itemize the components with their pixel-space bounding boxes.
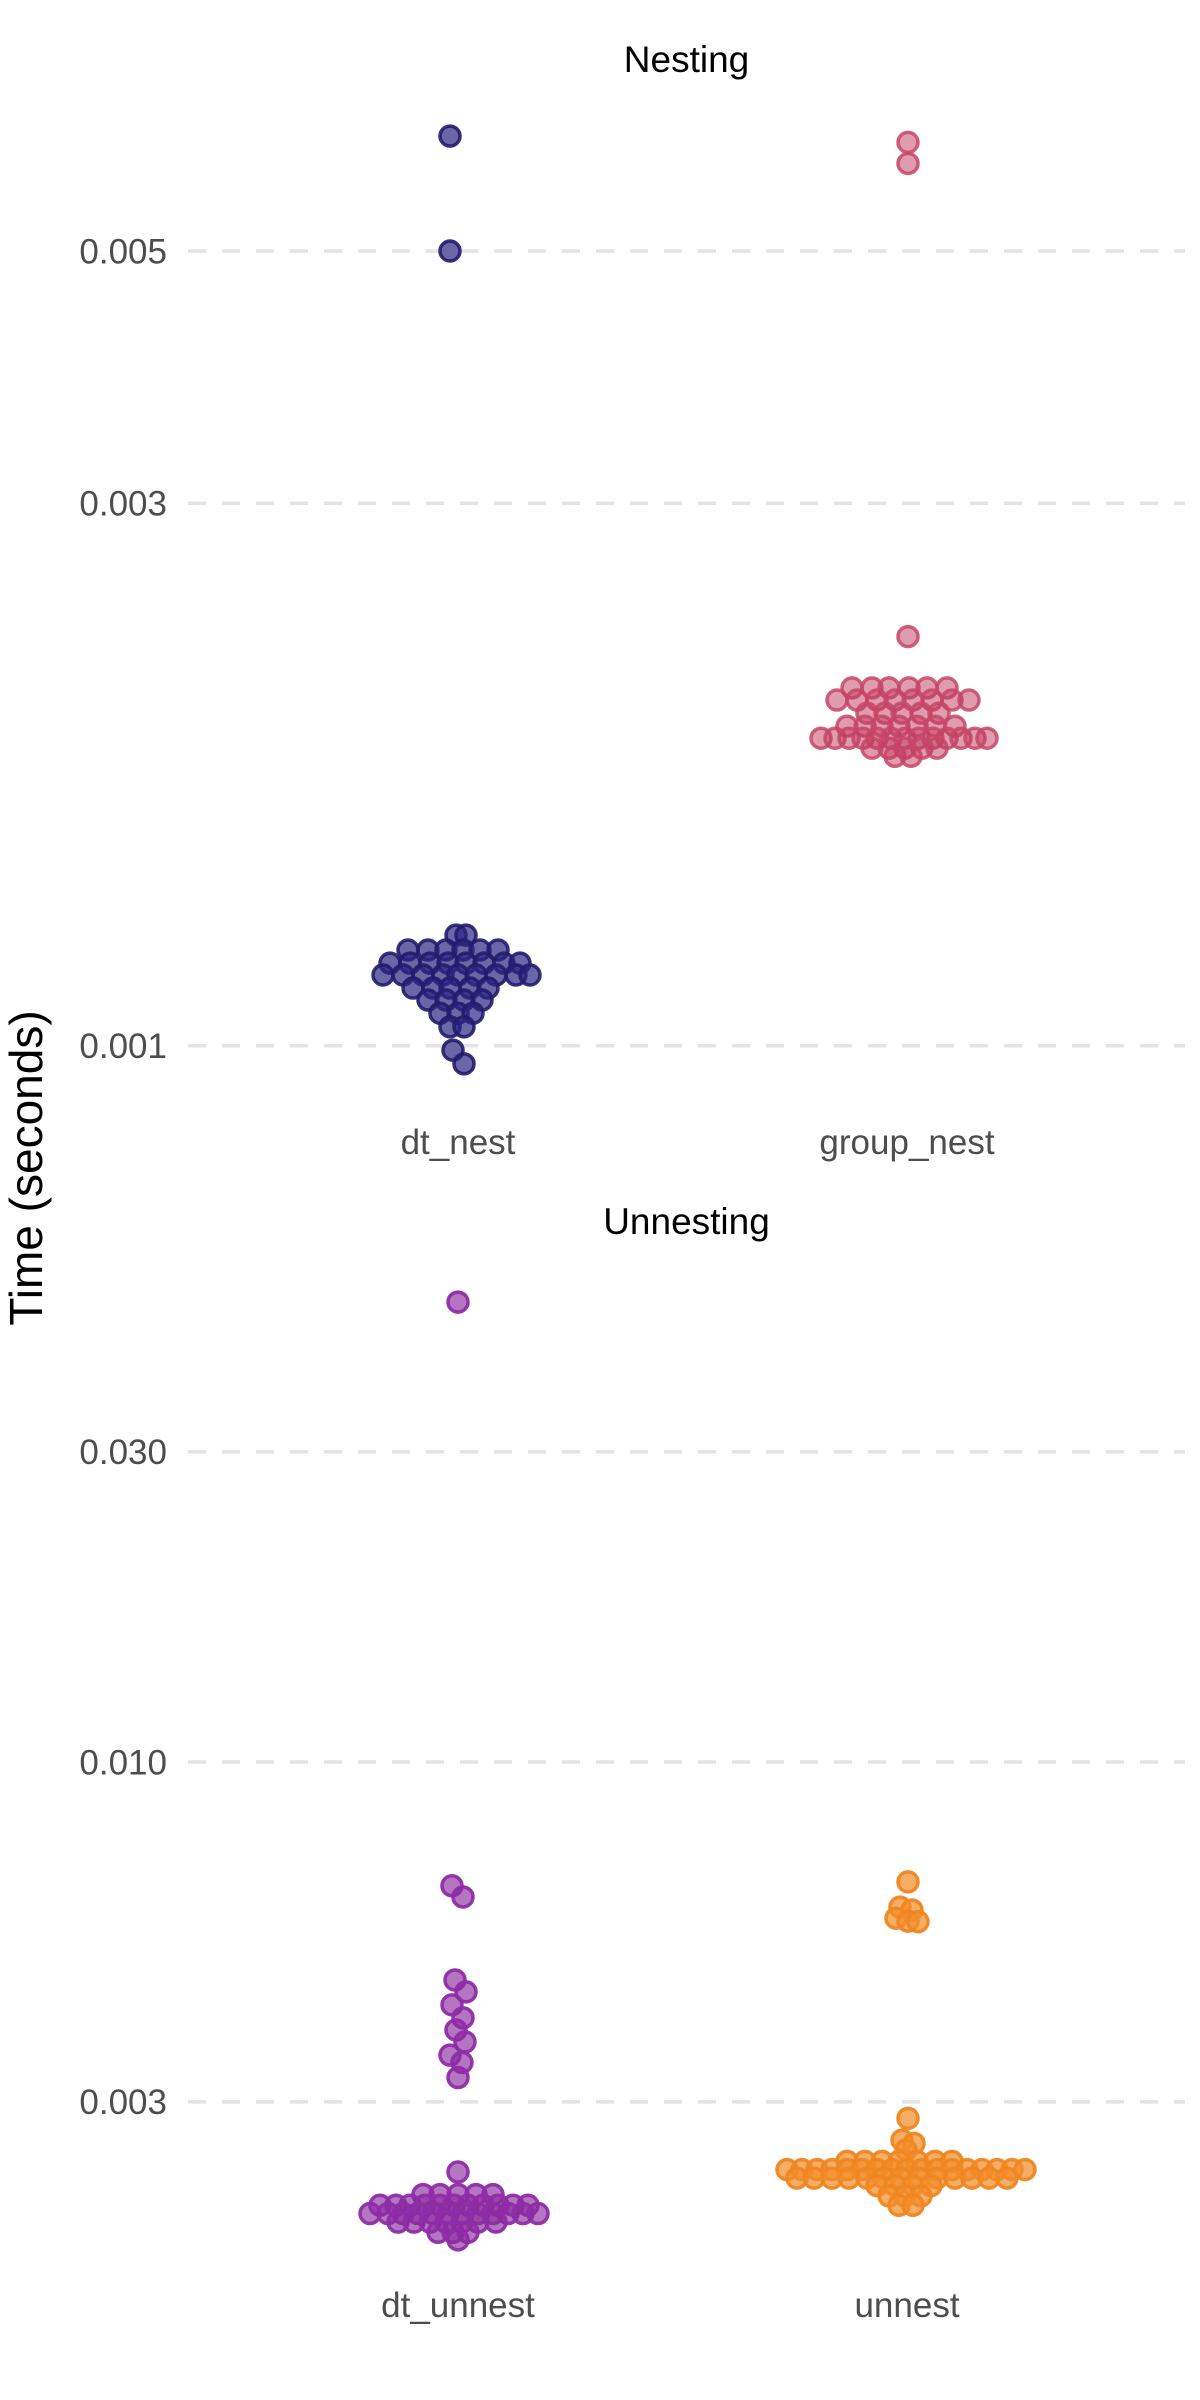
data-point-group_nest — [899, 744, 923, 769]
data-point-group_nest — [896, 151, 920, 176]
x-category-label-unnest: unnest — [854, 2286, 959, 2325]
data-point-group_nest — [825, 688, 849, 712]
data-point-group_nest — [896, 624, 920, 649]
data-point-dt_unnest — [446, 2228, 470, 2252]
data-point-dt_nest — [371, 963, 395, 987]
y-tick-label: 0.010 — [79, 1743, 167, 1782]
y-tick-label: 0.030 — [79, 1433, 167, 1472]
y-axis-title: Time (seconds) — [0, 1010, 52, 1325]
x-category-label-group_nest: group_nest — [819, 1123, 994, 1162]
data-point-dt_nest — [438, 124, 462, 148]
data-point-unnest — [901, 2193, 925, 2218]
x-category-label-dt_nest: dt_nest — [401, 1123, 516, 1162]
data-point-group_nest — [975, 726, 999, 750]
data-point-unnest — [906, 1909, 930, 1934]
data-point-dt_unnest — [446, 2065, 470, 2090]
data-point-dt_unnest — [446, 1290, 470, 1314]
facet-title-unnesting: Unnesting — [603, 1201, 770, 1242]
facet-title-nesting: Nesting — [624, 39, 749, 80]
data-point-dt_nest — [518, 963, 542, 987]
y-tick-label: 0.001 — [79, 1027, 167, 1066]
data-point-dt_unnest — [451, 1885, 475, 1909]
y-tick-label: 0.003 — [79, 2083, 167, 2122]
data-point-unnest — [896, 1870, 920, 1894]
data-point-group_nest — [957, 688, 981, 712]
data-point-dt_unnest — [446, 2160, 470, 2184]
data-point-dt_unnest — [526, 2201, 550, 2226]
data-point-group_nest — [925, 736, 949, 760]
data-point-group_nest — [896, 130, 920, 155]
data-point-dt_nest — [452, 1015, 476, 1039]
data-point-dt_unnest — [484, 2210, 508, 2234]
data-point-dt_nest — [452, 1052, 476, 1076]
data-point-unnest — [995, 2166, 1019, 2190]
x-category-label-dt_unnest: dt_unnest — [381, 2286, 535, 2325]
y-tick-label: 0.005 — [79, 232, 167, 271]
data-point-dt_unnest — [454, 1980, 478, 2004]
data-point-dt_nest — [438, 239, 462, 263]
y-tick-label: 0.003 — [79, 484, 167, 523]
data-point-unnest — [896, 2106, 920, 2131]
